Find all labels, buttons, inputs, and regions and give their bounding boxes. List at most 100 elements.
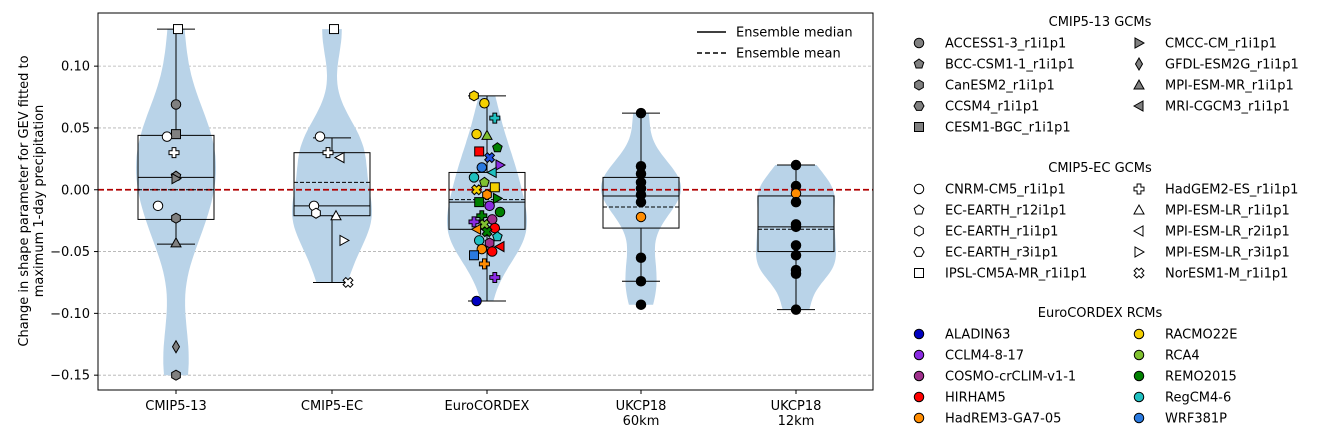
x-tick-label: CMIP5-EC <box>301 399 363 414</box>
data-point <box>486 246 498 257</box>
data-point <box>790 240 802 251</box>
data-point <box>311 207 321 219</box>
data-point <box>339 234 351 247</box>
data-point <box>476 162 488 173</box>
legend-entry-label: MRI-CGCM3_r1i1p1 <box>1165 100 1290 115</box>
legend-marker <box>1133 267 1145 279</box>
legend-entry-label: GFDL-ESM2G_r1i1p1 <box>1165 58 1299 73</box>
legend-section-title: EuroCORDEX RCMs <box>1038 306 1163 321</box>
data-point <box>482 189 492 201</box>
legend-marker <box>1133 183 1145 195</box>
legend-entry-label: CanESM2_r1i1p1 <box>945 79 1055 94</box>
data-point <box>790 188 802 199</box>
y-tick-label: 0.10 <box>61 60 90 75</box>
data-point <box>469 250 479 261</box>
data-point <box>492 192 504 205</box>
data-point <box>484 152 496 164</box>
data-point <box>170 99 182 110</box>
data-point <box>790 196 802 208</box>
plot-frame <box>97 12 874 391</box>
legend-entry-label: WRF381P <box>1165 412 1227 427</box>
legend-marker <box>1133 370 1145 382</box>
y-tick-label: 0.00 <box>61 183 90 198</box>
data-point <box>171 172 183 185</box>
data-point <box>635 211 647 223</box>
legend-entry-label: HIRHAM5 <box>945 391 1006 406</box>
violin-3 <box>601 113 681 305</box>
legend-entry-label: MPI-ESM-MR_r1i1p1 <box>1165 79 1294 94</box>
data-point <box>635 252 647 263</box>
legend-marker <box>914 225 924 237</box>
y-tick-label: −0.05 <box>50 245 90 260</box>
data-point <box>476 243 488 255</box>
data-point <box>342 276 354 289</box>
data-point <box>314 131 326 142</box>
x-tick-label: CMIP5-13 <box>145 399 206 414</box>
legend-entry-label: ACCESS1-3_r1i1p1 <box>945 37 1066 52</box>
data-point <box>471 184 483 196</box>
legend-entry-label: EC-EARTH_r1i1p1 <box>945 225 1058 240</box>
legend-section-2: EuroCORDEX RCMs ALADIN63 CCLM4-8-17 COSMO-c… <box>913 306 1237 427</box>
data-point <box>481 226 493 238</box>
data-point <box>171 212 181 224</box>
data-point <box>635 196 647 208</box>
legend-entry-label: CESM1-BGC_r1i1p1 <box>945 121 1071 136</box>
legend-entry-label: IPSL-CM5A-MR_r1i1p1 <box>945 267 1087 282</box>
x-tick-label: UKCP18 12km <box>771 399 822 429</box>
legend-marker <box>913 204 925 215</box>
legend-marker <box>1133 391 1145 403</box>
legend-marker <box>913 391 925 403</box>
data-point <box>495 159 507 171</box>
legend-marker <box>1134 37 1146 49</box>
data-point <box>152 200 164 212</box>
data-point <box>790 159 802 171</box>
legend-entry-label: NorESM1-M_r1i1p1 <box>1165 267 1288 282</box>
legend-label: Ensemble mean <box>736 47 841 62</box>
legend-entry-label: HadREM3-GA7-05 <box>945 412 1061 427</box>
data-point <box>484 200 495 212</box>
legend-section-1: CMIP5-EC GCMs CNRM-CM5_r1i1p1 EC-EARTH_r12… <box>913 161 1298 282</box>
legend-marker <box>1133 328 1145 340</box>
data-point <box>478 258 490 270</box>
model-legend: CMIP5-13 GCMs ACCESS1-3_r1i1p1 BCC-CSM1-1_… <box>913 15 1299 427</box>
legend-entry-label: HadGEM2-ES_r1i1p1 <box>1165 183 1298 198</box>
violin-0 <box>136 29 216 376</box>
data-point <box>471 128 482 140</box>
x-tick-label: UKCP18 60km <box>616 399 667 429</box>
data-points <box>152 24 802 381</box>
violin-4 <box>756 165 836 310</box>
legend-marker <box>1134 246 1146 258</box>
legend-marker <box>913 412 925 424</box>
data-point <box>170 236 182 248</box>
data-point <box>173 24 183 35</box>
data-point <box>790 250 802 261</box>
data-point <box>635 299 647 310</box>
data-point <box>479 97 490 109</box>
data-point <box>635 107 647 119</box>
data-point <box>171 339 181 354</box>
legend-marker <box>913 247 925 257</box>
legend-marker <box>1133 349 1145 361</box>
data-point <box>479 176 490 187</box>
data-point <box>481 129 493 140</box>
violin-1 <box>292 29 372 283</box>
data-point <box>489 222 501 234</box>
legend-entry-label: CMCC-CM_r1i1p1 <box>1165 37 1277 52</box>
legend-label: Ensemble median <box>736 26 853 41</box>
data-point <box>635 275 647 287</box>
data-point <box>171 129 181 140</box>
data-point <box>469 90 479 102</box>
legend-entry-label: CCLM4-8-17 <box>945 349 1024 364</box>
legend-marker <box>914 122 924 132</box>
legend-marker <box>1133 78 1145 90</box>
legend-entry-label: RCA4 <box>1165 349 1200 364</box>
legend-entry-label: RACMO22E <box>1165 328 1237 343</box>
data-point <box>322 147 334 159</box>
data-point <box>171 369 181 381</box>
y-axis-ticks: 0.10 0.05 0.00 −0.05 −0.10 −0.15 <box>50 60 98 384</box>
data-point <box>474 197 485 208</box>
legend-entry-label: BCC-CSM1-1_r1i1p1 <box>945 58 1075 73</box>
legend-marker <box>1132 225 1144 237</box>
data-point <box>493 240 505 253</box>
data-point <box>790 268 802 280</box>
